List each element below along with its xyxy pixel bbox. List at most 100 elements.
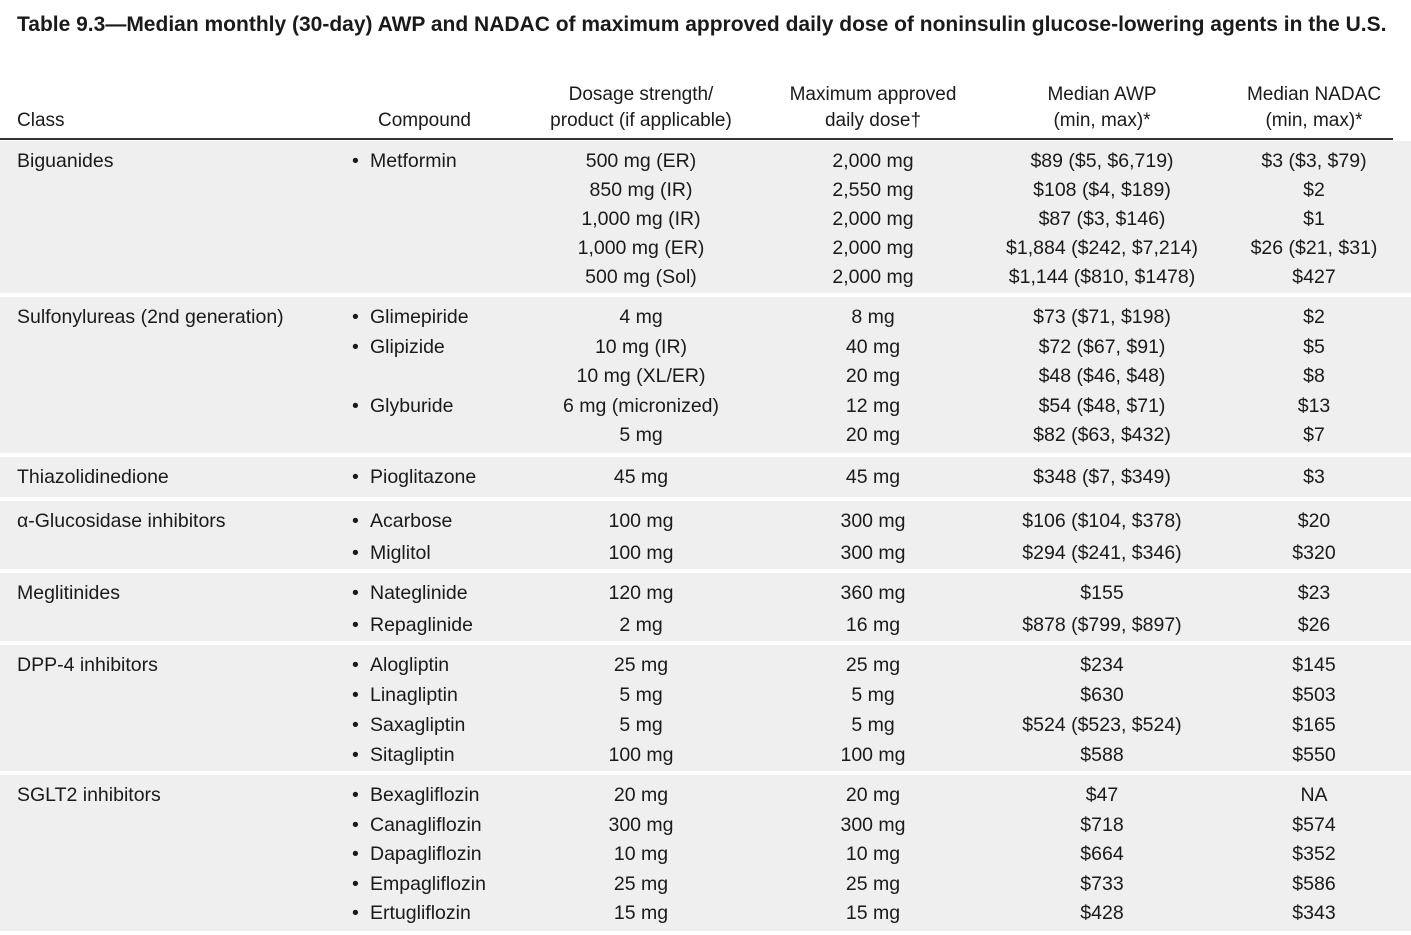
median-nadac: $586	[1292, 872, 1336, 895]
median-nadac: $7	[1303, 424, 1325, 446]
table-header: Class Compound Dosage strength/ product …	[0, 82, 1411, 138]
dosage-strength: 10 mg	[613, 843, 669, 865]
compound-name: Sitagliptin	[370, 744, 455, 766]
max-daily-dose: 2,000 mg	[832, 208, 914, 230]
median-nadac: $550	[1292, 744, 1336, 766]
median-nadac: $5	[1303, 335, 1325, 358]
max-daily-dose: 5 mg	[851, 684, 895, 706]
bullet-icon: •	[352, 684, 359, 706]
compound-name: Saxagliptin	[370, 714, 466, 736]
dosage-strength: 100 mg	[608, 542, 674, 564]
table-row: 500 mg (Sol) 2,000 mg $1,144 ($810, $1478)…	[0, 263, 1411, 292]
header-nadac: Median NADAC (min, max)*	[1219, 82, 1409, 134]
max-daily-dose: 2,000 mg	[832, 150, 914, 172]
dosage-strength: 10 mg (IR)	[594, 335, 688, 358]
max-daily-dose: 20 mg	[845, 365, 901, 387]
bullet-icon: •	[352, 510, 359, 532]
max-daily-dose: 20 mg	[845, 424, 901, 446]
table-row: Thiazolidinedione • Pioglitazone 45 mg 45 mg…	[0, 463, 1411, 492]
compound-name: Ertugliflozin	[370, 902, 471, 924]
median-awp: $348 ($7, $349)	[1033, 466, 1171, 488]
median-nadac: $8	[1303, 365, 1325, 387]
median-awp: $87 ($3, $146)	[1038, 208, 1166, 230]
header-nadac-line2: (min, max)*	[1265, 110, 1363, 131]
bullet-icon: •	[352, 335, 359, 358]
dosage-strength: 1,000 mg (ER)	[577, 237, 705, 259]
class-group	[0, 141, 1411, 297]
header-class: Class	[17, 110, 65, 131]
table-row: α-Glucosidase inhibitors • Acarbose 100 mg 3…	[0, 507, 1411, 536]
bullet-icon: •	[352, 843, 359, 865]
compound-cell: • Nateglinide	[352, 579, 468, 608]
header-dosage-line1: Dosage strength/	[568, 84, 714, 105]
median-nadac: $343	[1292, 902, 1336, 924]
class-group	[0, 775, 1411, 935]
bullet-icon: •	[352, 466, 359, 488]
compound-cell: • Metformin	[352, 147, 457, 176]
bullet-icon: •	[352, 582, 359, 604]
table-row: Sulfonylureas (2nd generation) • Glimepiri…	[0, 303, 1411, 332]
dosage-strength: 15 mg	[613, 902, 669, 924]
compound-cell: • Repaglinide	[352, 611, 473, 640]
dosage-strength: 5 mg	[619, 424, 663, 446]
header-dosage-line2: product (if applicable)	[550, 110, 732, 131]
table-row: 850 mg (IR) 2,550 mg $108 ($4, $189) $2	[0, 176, 1411, 205]
compound-name: Glimepiride	[370, 306, 469, 328]
class-name: Sulfonylureas (2nd generation)	[17, 306, 284, 328]
class-name: Biguanides	[17, 150, 114, 172]
median-nadac: NA	[1300, 784, 1328, 806]
table-row: • Empagliflozin 25 mg 25 mg $733 $586	[0, 870, 1411, 899]
compound-name: Repaglinide	[370, 614, 473, 636]
table-row: • Glipizide 10 mg (IR) 40 mg $72 ($67, $91) $…	[0, 333, 1411, 362]
max-daily-dose: 2,550 mg	[832, 179, 914, 201]
median-nadac: $2	[1303, 179, 1325, 201]
median-nadac: $1	[1303, 208, 1325, 230]
bullet-icon: •	[352, 614, 359, 636]
table-row: 1,000 mg (IR) 2,000 mg $87 ($3, $146) $1	[0, 205, 1411, 234]
median-awp: $733	[1080, 872, 1124, 895]
header-awp-line2: (min, max)*	[1053, 110, 1151, 131]
class-name: SGLT2 inhibitors	[17, 784, 161, 806]
header-max-dose-line2: daily dose†	[824, 110, 922, 131]
median-awp: $47	[1085, 784, 1119, 806]
median-awp: $82 ($63, $432)	[1033, 424, 1171, 446]
max-daily-dose: 25 mg	[845, 872, 901, 895]
median-awp: $1,144 ($810, $1478)	[1008, 266, 1196, 288]
compound-cell: • Glipizide	[352, 333, 445, 362]
compound-cell: • Glimepiride	[352, 303, 469, 332]
table-row: • Saxagliptin 5 mg 5 mg $524 ($523, $524) $16…	[0, 711, 1411, 740]
max-daily-dose: 100 mg	[840, 744, 906, 766]
class-group	[0, 457, 1411, 501]
max-daily-dose: 300 mg	[840, 542, 906, 564]
max-daily-dose: 300 mg	[840, 510, 906, 532]
max-daily-dose: 15 mg	[845, 902, 901, 924]
bullet-icon: •	[352, 306, 359, 328]
max-daily-dose: 5 mg	[851, 714, 895, 736]
compound-cell: • Acarbose	[352, 507, 452, 536]
compound-name: Dapagliflozin	[370, 843, 482, 865]
max-daily-dose: 45 mg	[845, 466, 901, 488]
compound-cell: • Alogliptin	[352, 651, 449, 680]
median-nadac: $352	[1292, 843, 1336, 865]
table-row: • Miglitol 100 mg 300 mg $294 ($241, $346) $3…	[0, 539, 1411, 568]
median-awp: $73 ($71, $198)	[1033, 306, 1171, 328]
compound-name: Nateglinide	[370, 582, 468, 604]
table-row: • Ertugliflozin 15 mg 15 mg $428 $343	[0, 899, 1411, 928]
dosage-strength: 4 mg	[619, 306, 663, 328]
compound-name: Acarbose	[370, 510, 453, 532]
compound-name: Glyburide	[370, 394, 454, 417]
median-awp: $524 ($523, $524)	[1022, 714, 1182, 736]
table-row: • Sitagliptin 100 mg 100 mg $588 $550	[0, 741, 1411, 770]
compound-name: Glipizide	[370, 335, 445, 358]
median-awp: $108 ($4, $189)	[1033, 179, 1171, 201]
median-awp: $294 ($241, $346)	[1022, 542, 1182, 564]
bullet-icon: •	[352, 150, 359, 172]
table-row: SGLT2 inhibitors • Bexagliflozin 20 mg 20 mg…	[0, 781, 1411, 810]
compound-name: Bexagliflozin	[370, 784, 480, 806]
max-daily-dose: 2,000 mg	[832, 237, 914, 259]
median-awp: $878 ($799, $897)	[1022, 614, 1182, 636]
table-title: Table 9.3—Median monthly (30-day) AWP an…	[17, 13, 1387, 36]
median-awp: $72 ($67, $91)	[1038, 335, 1166, 358]
compound-cell: • Pioglitazone	[352, 463, 476, 492]
dosage-strength: 120 mg	[608, 582, 674, 604]
